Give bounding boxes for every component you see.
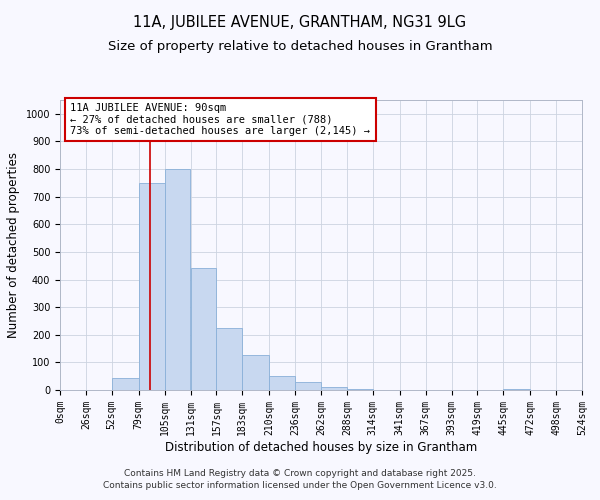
Bar [295,382,321,390]
Bar [242,355,269,390]
Bar [164,169,190,390]
Y-axis label: Number of detached properties: Number of detached properties [7,152,20,338]
Bar [269,376,295,390]
Bar [139,183,164,390]
Bar [191,268,217,390]
Text: Contains HM Land Registry data © Crown copyright and database right 2025.
Contai: Contains HM Land Registry data © Crown c… [103,468,497,490]
X-axis label: Distribution of detached houses by size in Grantham: Distribution of detached houses by size … [165,440,477,454]
Bar [112,378,139,390]
Text: Size of property relative to detached houses in Grantham: Size of property relative to detached ho… [107,40,493,53]
Bar [217,328,242,390]
Text: 11A, JUBILEE AVENUE, GRANTHAM, NG31 9LG: 11A, JUBILEE AVENUE, GRANTHAM, NG31 9LG [133,15,467,30]
Bar [347,388,373,390]
Text: 11A JUBILEE AVENUE: 90sqm
← 27% of detached houses are smaller (788)
73% of semi: 11A JUBILEE AVENUE: 90sqm ← 27% of detac… [70,103,370,136]
Bar [321,387,347,390]
